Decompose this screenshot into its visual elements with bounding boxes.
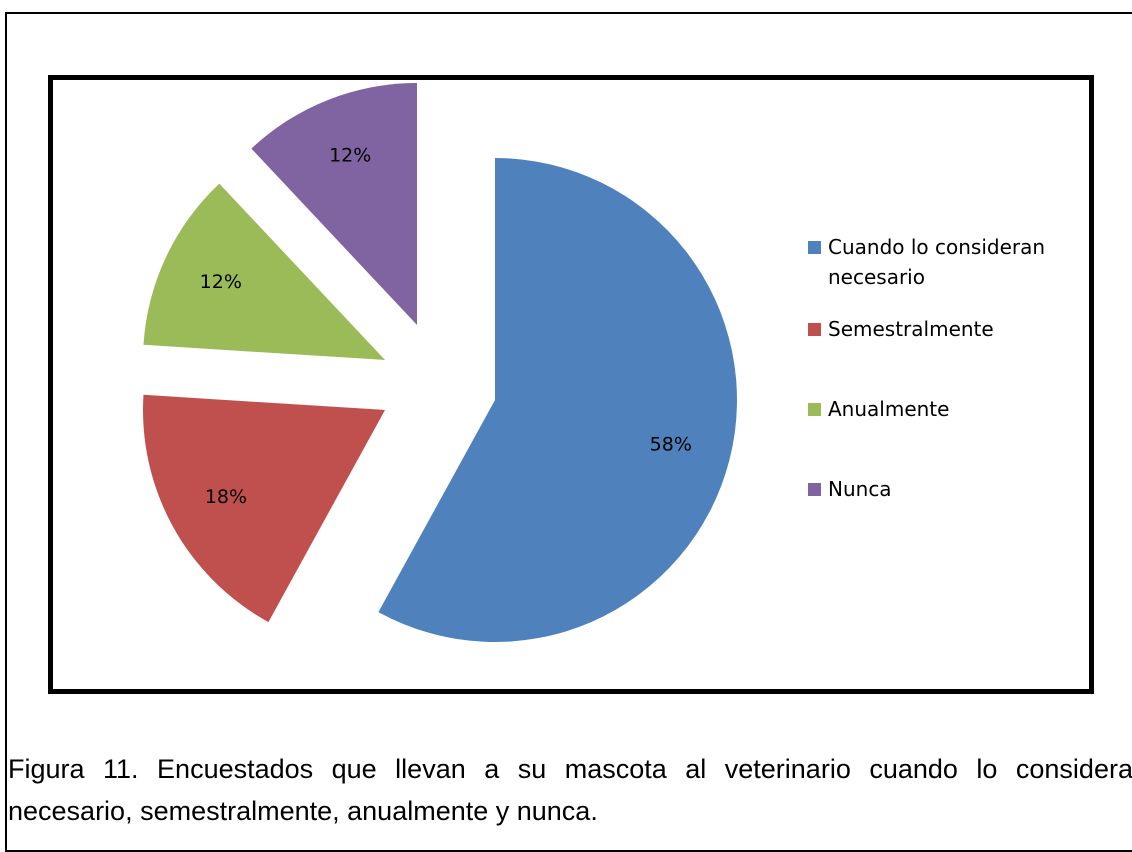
legend-item: Anualmente	[808, 394, 1078, 424]
legend-label: Nunca	[828, 477, 892, 501]
pie-slice	[143, 394, 385, 623]
chart-frame	[48, 75, 1094, 694]
data-label: 18%	[205, 486, 247, 508]
legend-item: Semestralmente	[808, 314, 1078, 344]
legend-label: Semestralmente	[828, 317, 994, 341]
caption: Figura 11. Encuestados que llevan a su m…	[8, 754, 1132, 826]
data-label: 12%	[329, 145, 371, 167]
pie-slice	[251, 83, 417, 325]
data-label: 12%	[200, 271, 242, 293]
legend-label: Cuando lo consideran necesario	[828, 235, 1046, 289]
legend-swatch	[808, 323, 821, 336]
legend-item: Cuando lo consideran necesario	[808, 232, 1078, 292]
pie-slice	[378, 158, 737, 643]
legend-swatch	[808, 241, 821, 254]
legend-swatch	[808, 483, 821, 496]
legend-item: Nunca	[808, 474, 1078, 504]
legend-swatch	[808, 403, 821, 416]
legend-label: Anualmente	[828, 397, 950, 421]
data-label: 58%	[650, 434, 692, 456]
pie-slice	[143, 183, 385, 360]
